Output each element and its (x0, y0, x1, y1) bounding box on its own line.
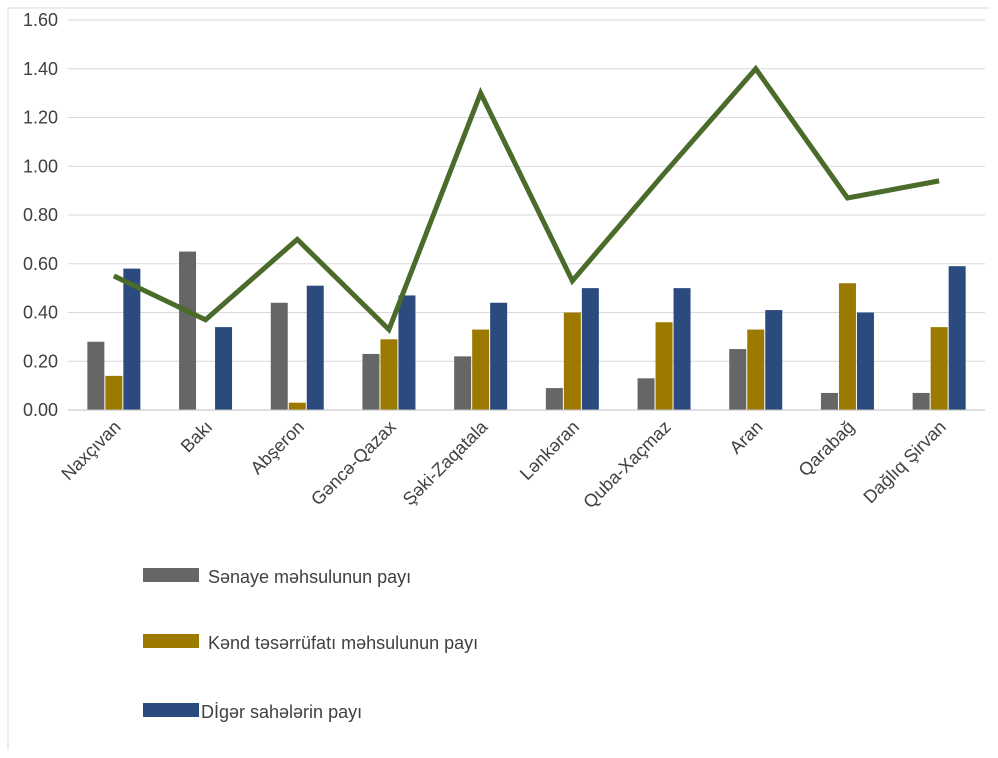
y-tick-label: 1.60 (23, 10, 58, 30)
bar (637, 378, 655, 410)
bar (87, 341, 105, 410)
bar (765, 310, 783, 410)
bar (270, 302, 288, 410)
y-tick-label: 1.00 (23, 156, 58, 176)
legend-label-agriculture: Kənd təsərrüfatı məhsulunun payı (208, 633, 478, 653)
bar (398, 295, 416, 410)
y-tick-label: 0.40 (23, 303, 58, 323)
bar (123, 268, 141, 410)
bar (545, 388, 563, 410)
bar (179, 251, 197, 410)
y-tick-label: 0.00 (23, 400, 58, 420)
bar (380, 339, 398, 410)
legend-label-other: Dİgər sahələrin payı (201, 702, 362, 722)
bar (306, 285, 324, 410)
bar (105, 375, 123, 410)
y-tick-label: 0.80 (23, 205, 58, 225)
bar (856, 312, 874, 410)
bar (288, 402, 306, 410)
bar (655, 322, 673, 410)
legend: Sənaye məhsulunun payı Kənd təsərrüfatı … (143, 567, 478, 722)
bar (820, 392, 838, 410)
y-axis-ticks: 0.00 0.20 0.40 0.60 0.80 1.00 1.20 1.40 1.60 (23, 10, 58, 420)
bar (490, 302, 508, 410)
bar (472, 329, 490, 410)
line-series-path (112, 64, 940, 335)
bar (362, 353, 380, 410)
bar (454, 356, 472, 410)
line-series (112, 64, 940, 335)
bar (912, 392, 930, 410)
bar (563, 312, 581, 410)
bar (747, 329, 765, 410)
bars (87, 251, 966, 410)
legend-swatch-other (143, 703, 199, 717)
legend-item-agriculture: Kənd təsərrüfatı məhsulunun payı (143, 633, 478, 653)
legend-label-industry: Sənaye məhsulunun payı (208, 567, 411, 587)
bar (581, 288, 599, 410)
y-tick-label: 0.20 (23, 351, 58, 371)
legend-item-other: Dİgər sahələrin payı (143, 702, 362, 722)
y-tick-label: 1.40 (23, 59, 58, 79)
bar (673, 288, 691, 410)
legend-swatch-agriculture (143, 634, 199, 648)
bar (838, 283, 856, 410)
legend-item-industry: Sənaye məhsulunun payı (143, 567, 411, 587)
bar (948, 266, 966, 410)
bar (215, 327, 233, 410)
legend-swatch-industry (143, 568, 199, 582)
y-tick-label: 1.20 (23, 108, 58, 128)
bar (729, 349, 747, 410)
y-tick-label: 0.60 (23, 254, 58, 274)
bar (930, 327, 948, 410)
